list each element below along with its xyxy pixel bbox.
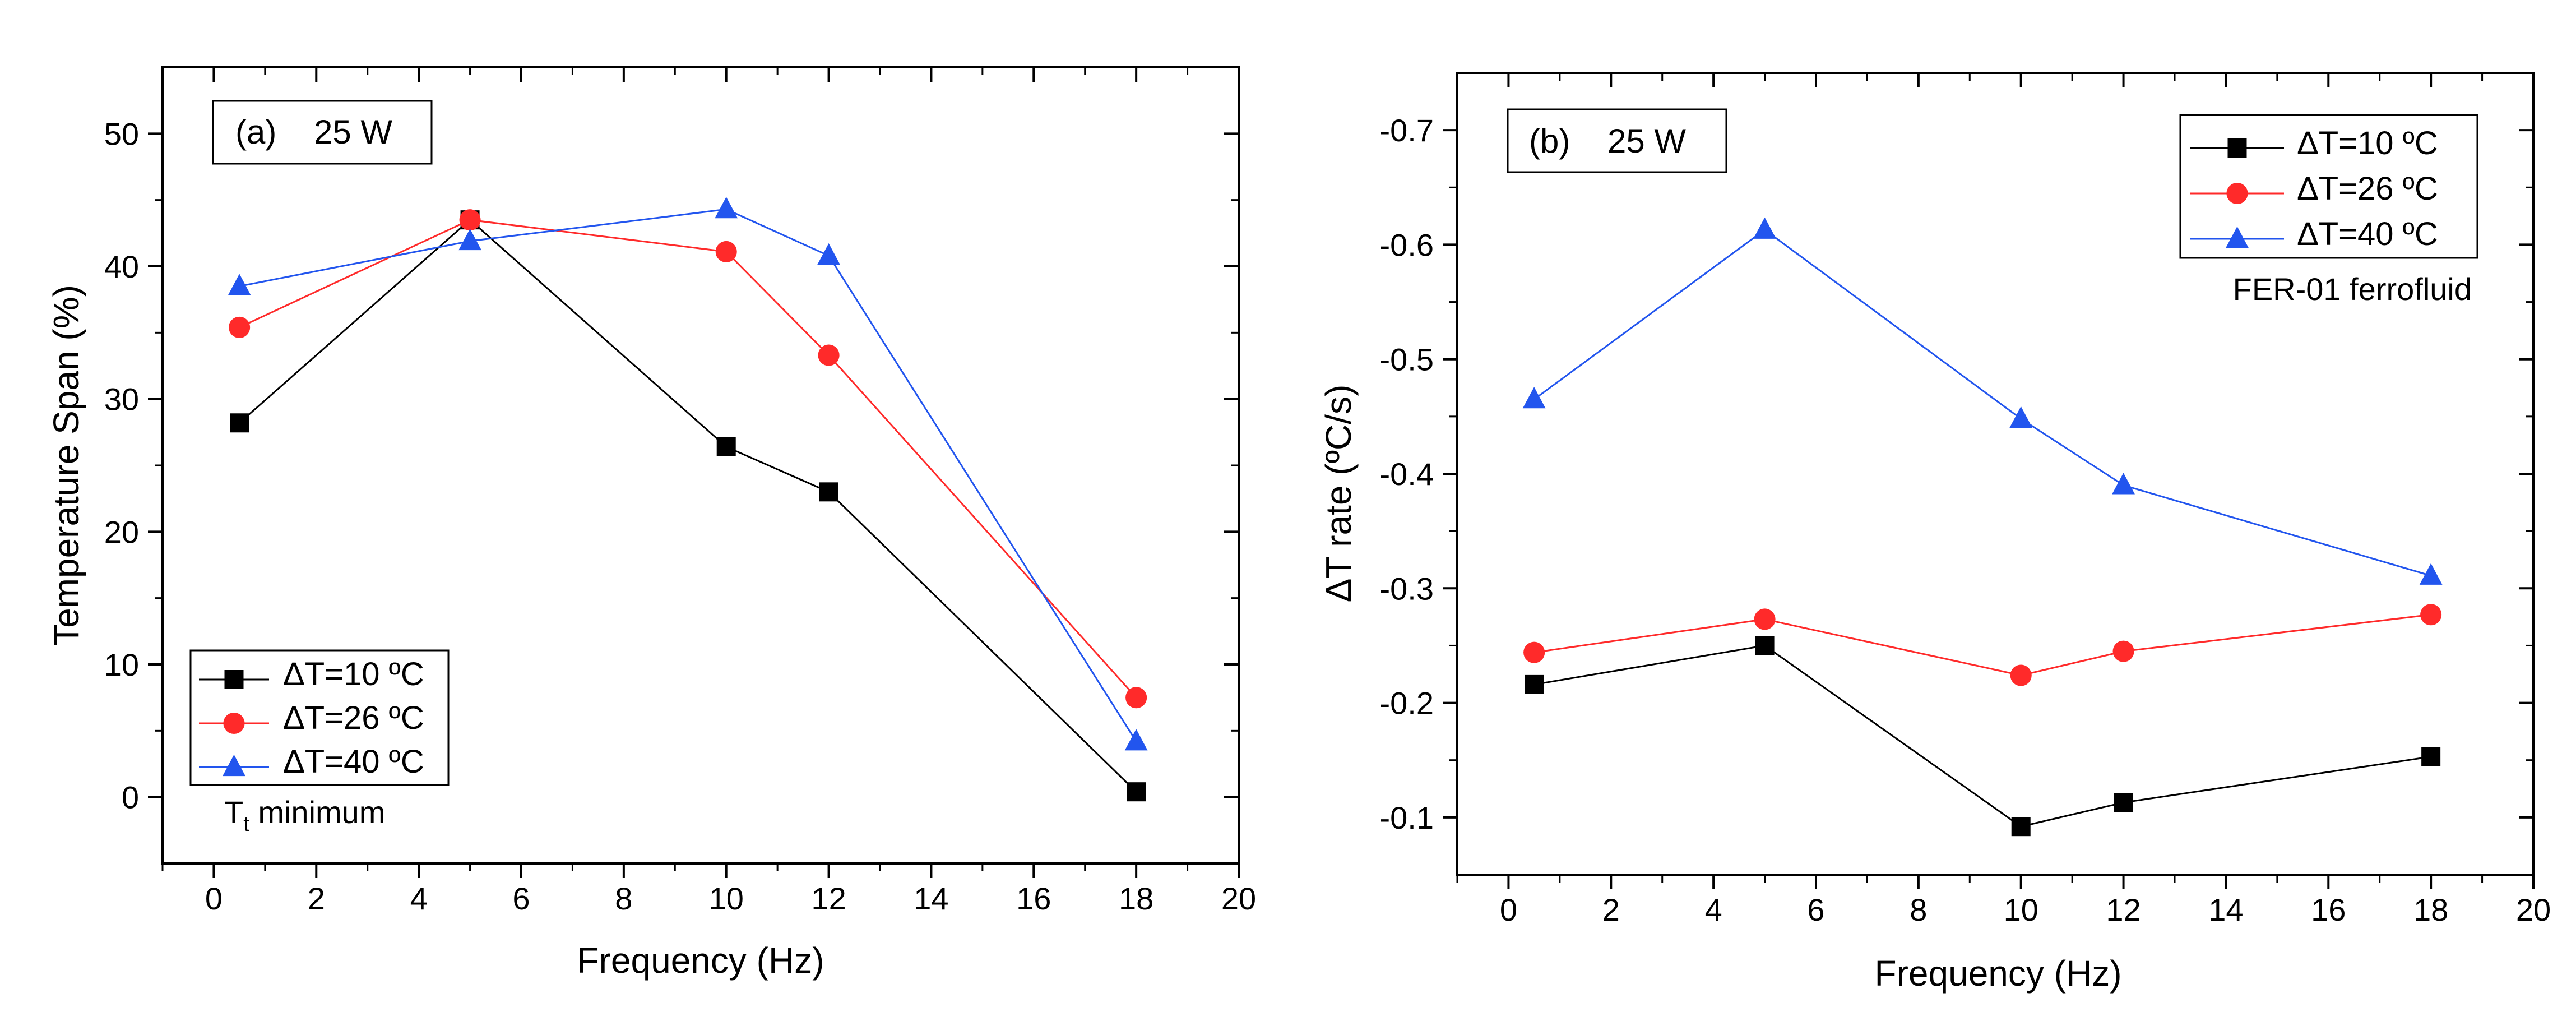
panel-b-legend-marker-2 (2226, 182, 2248, 205)
panel-a-legend-label-3: ΔT=40 ºC (283, 743, 424, 780)
panel-a-x-tick-label: 6 (512, 881, 530, 916)
panel-a-series-2-point (818, 344, 840, 366)
panel-b-y-tick-label: -0.1 (1380, 800, 1434, 835)
panel-b-x-tick-label: 0 (1500, 892, 1517, 927)
panel-b-y-axis-title: ΔT rate (ºC/s) (1318, 385, 1359, 603)
panel-b-x-tick-label: 18 (2413, 892, 2448, 927)
panel-a-series-1-point (819, 482, 838, 502)
panel-a-series-3-point (228, 274, 251, 295)
panel-a-legend-label-2: ΔT=26 ºC (283, 700, 424, 736)
panel-a-series-3-point (458, 228, 481, 251)
panel-b-y-tick-label: -0.2 (1380, 686, 1434, 721)
panel-b-label-box: (b) 25 W (1507, 108, 1727, 173)
panel-a-x-tick-label: 18 (1119, 881, 1153, 916)
panel-a-legend-marker-2 (223, 712, 245, 734)
panel-a-x-tick-label: 0 (205, 881, 223, 916)
panel-b-y-tick-label: -0.3 (1380, 571, 1434, 606)
panel-b-y-tick-label: -0.7 (1380, 113, 1434, 148)
panel-b-series-3-point (1522, 387, 1546, 409)
panel-a-y-tick-label: 50 (104, 116, 139, 151)
panel-a-label-box: (a) 25 W (212, 100, 433, 165)
panel-b-x-tick-label: 8 (1910, 892, 1927, 927)
panel-b-x-tick-label: 14 (2208, 892, 2243, 927)
panel-b-series-2-point (2010, 664, 2032, 686)
panel-b-x-tick-label: 12 (2106, 892, 2141, 927)
panel-a-series-1-point (1127, 782, 1146, 802)
panel-b-annotation: FER-01 ferrofluid (2233, 271, 2472, 307)
panel-a-x-tick-label: 4 (410, 881, 428, 916)
panel-b-series-1-point (1525, 674, 1544, 694)
panel-a-x-tick-label: 12 (811, 881, 846, 916)
panel-b-legend-marker-3 (2226, 226, 2249, 248)
panel-a-annotation-main: T (224, 794, 243, 830)
panel-b-series-3-point (2419, 563, 2443, 585)
panel-a-series-2-point (459, 209, 481, 231)
panel-b-x-tick-label: 4 (1705, 892, 1722, 927)
panel-a-series-2-point (229, 316, 251, 338)
panel-b-legend-marker-1 (2227, 138, 2247, 158)
panel-a-annotation: Tt minimum (224, 794, 385, 836)
panel-a-legend-marker-1 (224, 670, 244, 689)
panel-a-legend-marker-3 (223, 754, 245, 777)
panel-b-series-1-point (1755, 636, 1775, 655)
panel-a-chart: 0 2 4 6 8 10 12 14 16 18 20 0 10 20 30 40 50 (a) 25 W Fr… (46, 66, 1256, 981)
panel-b-series-1-point (2011, 817, 2031, 837)
panel-a-x-tick-label: 8 (615, 881, 632, 916)
panel-b-x-tick-label: 10 (2004, 892, 2038, 927)
panel-b-y-tick-label: -0.5 (1380, 342, 1434, 377)
panel-a-y-tick-label: 20 (104, 514, 139, 549)
panel-b-legend: ΔT=10 ºC ΔT=26 ºC ΔT=40 ºC (2179, 114, 2478, 259)
panel-a-series-2-point (715, 241, 737, 263)
panel-b-x-tick-label: 16 (2311, 892, 2346, 927)
panel-a-x-tick-label: 14 (914, 881, 948, 916)
panel-b-series-1-point (2421, 747, 2441, 766)
panel-a-x-tick-label: 20 (1221, 881, 1256, 916)
panel-a-legend: ΔT=10 ºC ΔT=26 ºC ΔT=40 ºC (189, 649, 450, 786)
panel-b-y-tick-label: -0.6 (1380, 227, 1434, 262)
panel-a-y-tick-label: 10 (104, 647, 139, 682)
panel-a-legend-label-1: ΔT=10 ºC (283, 656, 424, 692)
panel-b-series-2-point (2420, 604, 2442, 626)
panel-b-series-3-point (2112, 473, 2135, 495)
panel-b-legend-label-1: ΔT=10 ºC (2297, 125, 2438, 161)
panel-b-series-1-point (2114, 793, 2133, 812)
panel-a-x-tick-label: 16 (1016, 881, 1051, 916)
panel-a-annotation-rest: minimum (249, 794, 386, 830)
panel-a-series-3-point (817, 243, 840, 265)
panel-a-y-axis-title: Temperature Span (%) (46, 285, 86, 646)
panel-b-series-2-point (1754, 608, 1776, 630)
panel-a-x-tick-label: 10 (709, 881, 744, 916)
panel-b-x-tick-label: 20 (2516, 892, 2551, 927)
panel-a-x-axis-title: Frequency (Hz) (577, 940, 824, 981)
panel-a-x-tick-label: 2 (308, 881, 325, 916)
panel-a-label: (a) 25 W (235, 113, 392, 151)
panel-a-series-1-point (716, 437, 736, 456)
panel-b-series-3-point (2009, 406, 2033, 428)
panel-a-series-1-point (230, 413, 249, 433)
panel-b-chart: 0 2 4 6 8 10 12 14 16 18 20 -0.1 -0.2 -0.3 -0.4 -0.5 -0.… (1318, 72, 2551, 994)
panel-a-series-3-point (715, 197, 738, 219)
panel-a-series-2-point (1125, 687, 1147, 709)
panel-b-series-3-point (1753, 217, 1776, 239)
panel-b-y-tick-label: -0.4 (1380, 456, 1434, 492)
panel-b-legend-label-3: ΔT=40 ºC (2297, 216, 2438, 252)
panel-a-y-tick-label: 30 (104, 382, 139, 417)
panel-a-y-tick-label: 0 (122, 780, 139, 815)
panel-b-series-2-point (2112, 640, 2134, 662)
panel-b-legend-label-2: ΔT=26 ºC (2297, 170, 2438, 207)
panel-b-label: (b) 25 W (1529, 122, 1686, 160)
panel-b-x-tick-label: 6 (1807, 892, 1824, 927)
panel-a-y-tick-label: 40 (104, 249, 139, 284)
panel-b-series-2-point (1523, 641, 1545, 663)
panel-b-x-tick-label: 2 (1602, 892, 1620, 927)
panel-a-annotation-sub: t (243, 812, 249, 836)
panel-b-x-axis-title: Frequency (Hz) (1875, 953, 2122, 994)
panel-a-series-3-point (1124, 729, 1148, 751)
